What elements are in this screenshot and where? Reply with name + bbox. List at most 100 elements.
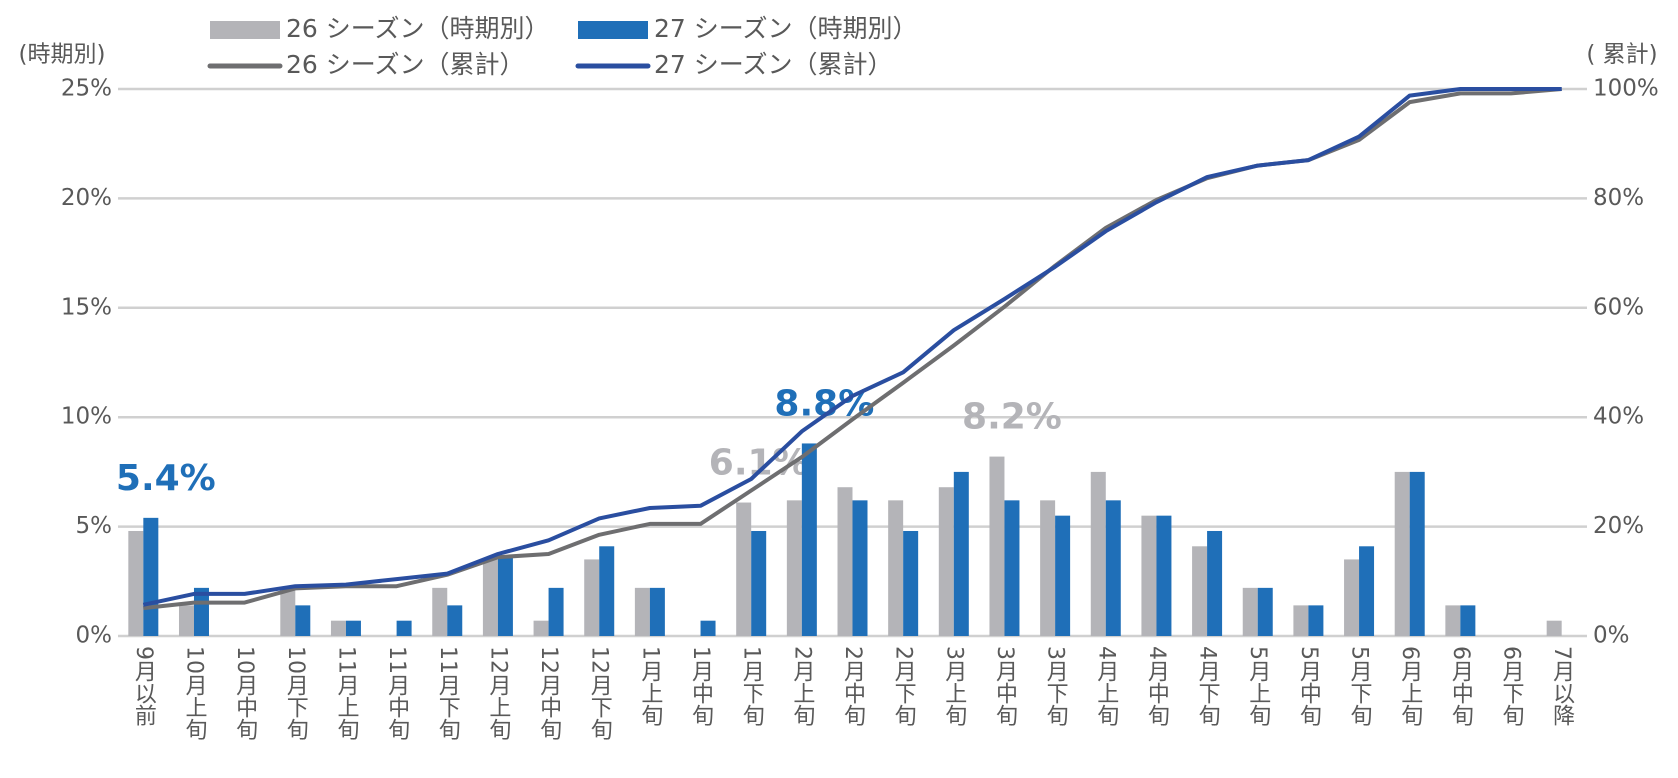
bar	[888, 500, 904, 636]
y2-axis-label: ( 累計)	[1586, 42, 1657, 68]
x-tick-label: 6月中旬	[1448, 646, 1474, 726]
bar	[1207, 530, 1223, 636]
bar	[280, 587, 296, 636]
bar	[193, 587, 209, 636]
bar	[396, 620, 412, 636]
y2-tick-label: 80%	[1593, 185, 1644, 211]
y-axis-label: (時期別)	[19, 42, 106, 68]
x-tick-label: 3月上旬	[941, 646, 967, 726]
bar	[1445, 605, 1461, 636]
bar	[584, 559, 600, 636]
bar	[989, 456, 1005, 636]
x-tick-label: 10月上旬	[181, 646, 207, 740]
bar	[1460, 605, 1476, 636]
bar	[736, 502, 752, 636]
bar	[432, 587, 448, 636]
bar	[599, 546, 615, 636]
bar	[497, 557, 513, 636]
bar	[837, 487, 853, 636]
y2-tick-label: 60%	[1593, 294, 1644, 320]
x-tick-label: 10月中旬	[232, 646, 258, 740]
legend-label: 27 シーズン（時期別）	[654, 14, 918, 43]
y2-tick-label: 40%	[1593, 404, 1644, 430]
bar	[786, 500, 802, 636]
y-tick-label: 20%	[61, 185, 112, 211]
bar	[128, 530, 144, 636]
bar	[1409, 471, 1425, 636]
bar	[143, 517, 159, 636]
bar	[1141, 515, 1157, 636]
bar	[1546, 620, 1562, 636]
x-tick-label: 3月中旬	[992, 646, 1018, 726]
bar	[548, 587, 564, 636]
x-tick-label: 1月中旬	[688, 646, 714, 726]
bar	[1004, 500, 1020, 636]
bar	[649, 587, 665, 636]
x-tick-label: 5月中旬	[1296, 646, 1322, 726]
bar	[1359, 546, 1375, 636]
data-label: 8.8%	[774, 383, 874, 424]
bar	[1308, 605, 1324, 636]
x-tick-label: 1月上旬	[637, 646, 663, 726]
bar	[1242, 587, 1258, 636]
x-tick-label: 6月上旬	[1397, 646, 1423, 726]
x-tick-label: 6月下旬	[1499, 646, 1525, 726]
x-tick-label: 7月以降	[1549, 646, 1575, 726]
x-tick-label: 4月下旬	[1195, 646, 1221, 726]
x-tick-label: 2月下旬	[891, 646, 917, 726]
bar	[295, 605, 311, 636]
x-tick-label: 11月上旬	[333, 646, 359, 740]
x-tick-label: 2月上旬	[789, 646, 815, 726]
data-label: 5.4%	[116, 458, 216, 499]
y2-tick-label: 0%	[1593, 623, 1630, 649]
bar	[1105, 500, 1121, 636]
bar	[1257, 587, 1273, 636]
x-tick-label: 11月下旬	[435, 646, 461, 740]
x-tick-label: 2月中旬	[840, 646, 866, 726]
bar	[1156, 515, 1172, 636]
bar	[751, 530, 767, 636]
bar	[634, 587, 650, 636]
x-tick-label: 5月上旬	[1245, 646, 1271, 726]
bar	[330, 620, 346, 636]
bar	[801, 443, 817, 636]
legend-label: 26 シーズン（累計）	[286, 50, 525, 79]
y-tick-label: 10%	[61, 404, 112, 430]
legend-swatch	[210, 21, 280, 39]
y-tick-label: 25%	[61, 76, 112, 102]
x-tick-label: 4月中旬	[1144, 646, 1170, 726]
bar	[345, 620, 361, 636]
bar	[1192, 546, 1208, 636]
bar	[1394, 471, 1410, 636]
bar	[1040, 500, 1056, 636]
bar	[1090, 471, 1106, 636]
x-tick-label: 12月中旬	[536, 646, 562, 740]
line	[142, 87, 1562, 607]
bar	[903, 530, 919, 636]
legend-swatch	[578, 21, 648, 39]
bar	[1055, 515, 1071, 636]
y2-tick-label: 100%	[1593, 76, 1659, 102]
bar	[1293, 605, 1309, 636]
bar	[482, 559, 498, 636]
x-tick-label: 9月以前	[131, 646, 157, 726]
y2-tick-label: 20%	[1593, 513, 1644, 539]
bar	[852, 500, 868, 636]
x-tick-label: 11月中旬	[384, 646, 410, 740]
bar	[953, 471, 969, 636]
bar	[533, 620, 549, 636]
bar	[938, 487, 954, 636]
bar	[178, 605, 194, 636]
legend-label: 26 シーズン（時期別）	[286, 14, 550, 43]
bar	[1344, 559, 1360, 636]
y-tick-label: 5%	[76, 513, 113, 539]
x-tick-label: 10月下旬	[283, 646, 309, 740]
x-tick-label: 1月下旬	[739, 646, 765, 726]
x-tick-label: 5月下旬	[1347, 646, 1373, 726]
x-tick-label: 3月下旬	[1043, 646, 1069, 726]
x-tick-label: 4月上旬	[1093, 646, 1119, 726]
legend-label: 27 シーズン（累計）	[654, 50, 893, 79]
bar	[700, 620, 716, 636]
x-tick-label: 12月上旬	[485, 646, 511, 740]
